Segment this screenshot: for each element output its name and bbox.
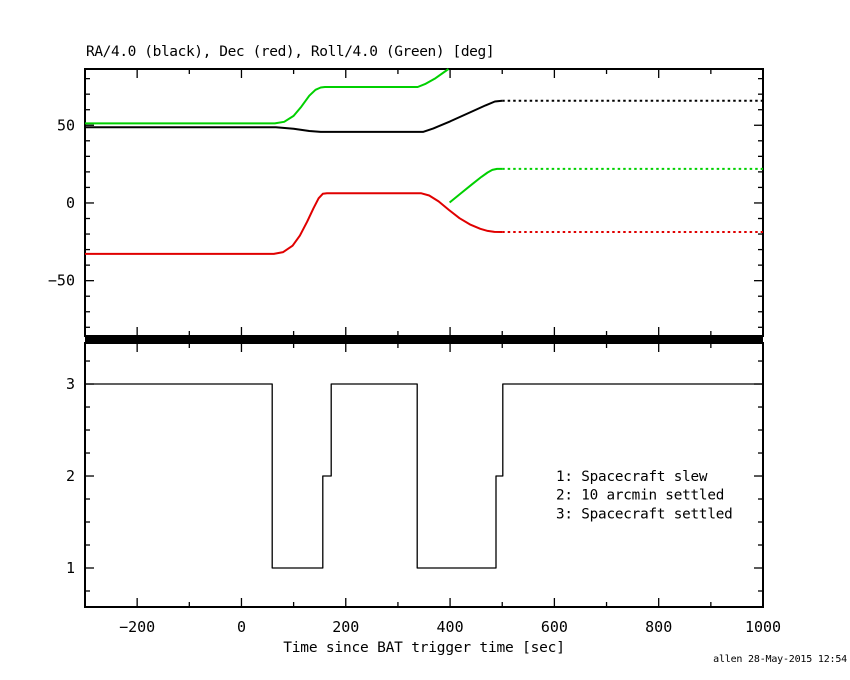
x-tick-label: 800 <box>645 618 672 636</box>
y-tick-label: −50 <box>48 272 75 290</box>
y-tick-label: 2 <box>66 467 75 485</box>
y-tick-label: 50 <box>57 116 75 134</box>
legend-line: 3: Spacecraft settled <box>556 506 733 522</box>
x-tick-label: 400 <box>437 618 464 636</box>
x-tick-label: 600 <box>541 618 568 636</box>
ra-curve-solid <box>85 99 503 133</box>
x-tick-label: −200 <box>119 618 155 636</box>
panel-divider <box>85 335 763 343</box>
x-tick-label: 0 <box>237 618 246 636</box>
credit-text: allen 28-May-2015 12:54 <box>713 654 847 665</box>
y-tick-label: 3 <box>66 375 75 393</box>
y-tick-label: 1 <box>66 559 75 577</box>
roll-curve-solid-1 <box>85 68 450 125</box>
roll-curve-solid-2 <box>448 167 503 204</box>
plot-title: RA/4.0 (black), Dec (red), Roll/4.0 (Gre… <box>86 44 495 60</box>
legend-line: 1: Spacecraft slew <box>556 469 708 485</box>
panel-frame-attitude <box>84 68 764 337</box>
x-tick-label: 200 <box>332 618 359 636</box>
settling-state-curve <box>85 383 763 569</box>
y-tick-label: 0 <box>66 194 75 212</box>
legend-line: 2: 10 arcmin settled <box>556 488 724 504</box>
x-axis-title: Time since BAT trigger time [sec] <box>283 640 565 656</box>
x-tick-label: 1000 <box>745 618 781 636</box>
dec-curve-solid <box>85 192 503 255</box>
